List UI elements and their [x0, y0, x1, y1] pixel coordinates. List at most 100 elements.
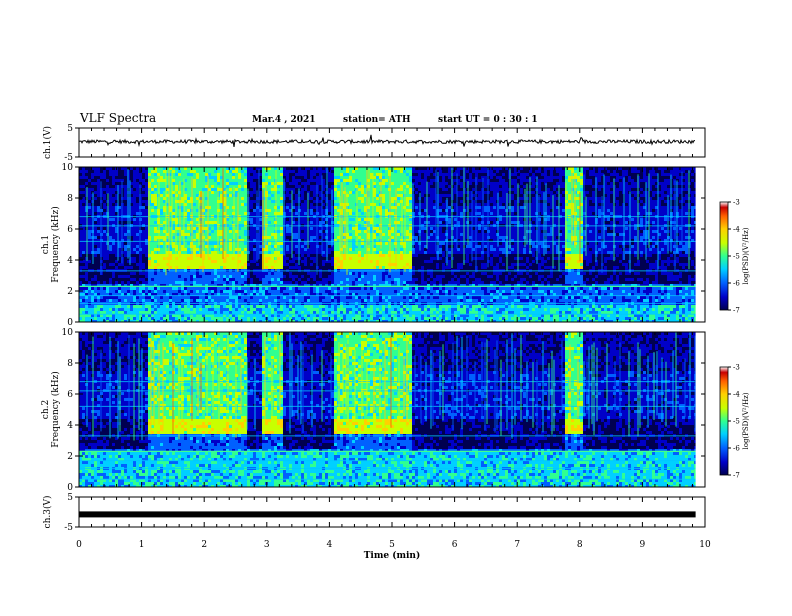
spectrogram-cell — [139, 251, 142, 254]
spectrogram-cell — [196, 263, 199, 266]
spectrogram-cell — [166, 278, 169, 281]
spectrogram-cell — [244, 281, 247, 284]
spectrogram-cell — [268, 248, 271, 251]
spectrogram-cell — [253, 275, 256, 278]
spectrogram-cell — [220, 272, 223, 275]
spectrogram-cell — [277, 263, 280, 266]
spectrogram-cell — [268, 257, 271, 260]
spectrogram-cell — [172, 278, 175, 281]
spectrogram-cell — [133, 305, 136, 308]
spectrogram-cell — [271, 203, 274, 206]
spectrogram-cell — [229, 299, 232, 302]
spectrogram-cell — [118, 272, 121, 275]
spectrogram-cell — [343, 296, 346, 299]
spectrogram-cell — [331, 278, 334, 281]
spectrogram-cell — [226, 290, 229, 293]
spectrogram-cell — [109, 299, 112, 302]
spectrogram-cell — [349, 299, 352, 302]
spectrogram-cell — [100, 299, 103, 302]
spectrogram-cell — [157, 281, 160, 284]
spectrogram-cell — [331, 248, 334, 251]
spectrogram-cell — [94, 272, 97, 275]
spectrogram-cell — [250, 296, 253, 299]
spectrogram-cell — [148, 308, 151, 311]
spectrogram-cell — [133, 311, 136, 314]
spectrogram-cell — [328, 257, 331, 260]
spectrogram-cell — [238, 185, 241, 188]
spectrogram-cell — [280, 230, 283, 233]
spectrogram-cell — [253, 299, 256, 302]
spectrogram-cell — [103, 305, 106, 308]
spectrogram-cell — [169, 308, 172, 311]
spectrogram-cell — [253, 185, 256, 188]
spectrogram-cell — [103, 233, 106, 236]
spectrogram-cell — [103, 275, 106, 278]
spectrogram-cell — [325, 299, 328, 302]
spectrogram-cell — [247, 263, 250, 266]
spectrogram-cell — [328, 188, 331, 191]
spectrogram-cell — [154, 281, 157, 284]
spectrogram-cell — [328, 266, 331, 269]
spectrogram-cell — [175, 182, 178, 185]
spectrogram-cell — [244, 200, 247, 203]
spectrogram-cell — [214, 230, 217, 233]
spectrogram-cell — [223, 290, 226, 293]
spectrogram-cell — [124, 266, 127, 269]
spectrogram-cell — [358, 266, 361, 269]
spectrogram-cell — [295, 203, 298, 206]
spectrogram-cell — [211, 311, 214, 314]
spectrogram-cell — [178, 308, 181, 311]
spectrogram-cell — [241, 197, 244, 200]
spectrogram-cell — [295, 212, 298, 215]
spectrogram-cell — [220, 290, 223, 293]
spectrogram-cell — [154, 290, 157, 293]
spectrogram-cell — [106, 275, 109, 278]
spectrogram-cell — [97, 227, 100, 230]
spectrogram-cell — [151, 191, 154, 194]
spectrogram-cell — [109, 251, 112, 254]
spectrogram-cell — [136, 242, 139, 245]
spectrogram-cell — [295, 263, 298, 266]
spectrogram-cell — [310, 230, 313, 233]
spectrogram-cell — [178, 263, 181, 266]
spectrogram-cell — [208, 266, 211, 269]
spectrogram-cell — [286, 179, 289, 182]
spectrogram-cell — [280, 206, 283, 209]
spectrogram-cell — [214, 257, 217, 260]
spectrogram-cell — [133, 287, 136, 290]
spectrogram-image — [79, 167, 705, 323]
spectrogram-cell — [301, 230, 304, 233]
spectrogram-cell — [91, 287, 94, 290]
spectrogram-cell — [82, 191, 85, 194]
spectrogram-cell — [142, 266, 145, 269]
spectrogram-cell — [265, 173, 268, 176]
spectrogram-cell — [298, 311, 301, 314]
spectrogram-cell — [235, 272, 238, 275]
spectrogram-cell — [97, 233, 100, 236]
spectrogram-cell — [232, 176, 235, 179]
spectrogram-cell — [268, 233, 271, 236]
spectrogram-cell — [124, 308, 127, 311]
spectrogram-cell — [97, 248, 100, 251]
spectrogram-cell — [283, 257, 286, 260]
spectrogram-cell — [193, 299, 196, 302]
spectrogram-cell — [94, 308, 97, 311]
spectrogram-cell — [181, 317, 184, 320]
spectrogram-cell — [100, 275, 103, 278]
spectrogram-cell — [316, 290, 319, 293]
spectrogram-cell — [235, 287, 238, 290]
spectrogram-cell — [112, 170, 115, 173]
spectrogram-cell — [178, 290, 181, 293]
spectrogram-cell — [334, 251, 337, 254]
spectrogram-cell — [112, 251, 115, 254]
spectrogram-cell — [211, 194, 214, 197]
spectrogram-cell — [94, 197, 97, 200]
spectrogram-cell — [211, 179, 214, 182]
spectrogram-cell — [160, 218, 163, 221]
spectrogram-cell — [262, 275, 265, 278]
spectrogram-cell — [211, 173, 214, 176]
spectrogram-cell — [268, 305, 271, 308]
spectrogram-cell — [88, 275, 91, 278]
spectrogram-cell — [313, 188, 316, 191]
spectrogram-cell — [169, 299, 172, 302]
